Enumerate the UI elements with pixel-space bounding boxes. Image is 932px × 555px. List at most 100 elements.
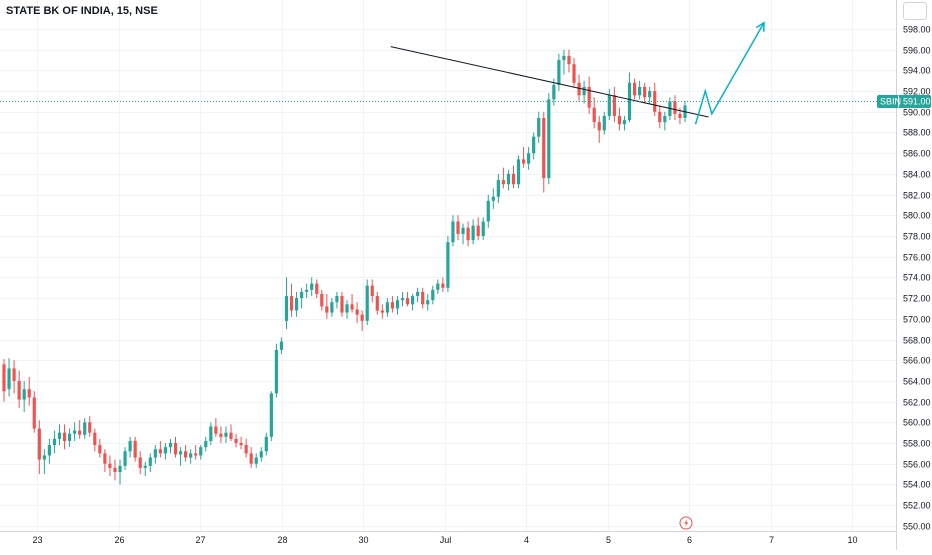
candle	[370, 279, 374, 303]
y-tick-label: 560.00	[903, 418, 931, 428]
y-tick-label: 590.00	[903, 108, 931, 118]
candle	[47, 438, 51, 464]
candle	[173, 436, 178, 458]
candle	[199, 445, 203, 460]
candle	[249, 447, 253, 468]
candle	[12, 360, 16, 394]
candle	[456, 215, 460, 241]
y-tick-label: 558.00	[903, 439, 931, 449]
x-tick-label: 5	[606, 535, 611, 545]
candle	[269, 391, 273, 441]
candle	[395, 296, 400, 315]
y-tick-label: 554.00	[903, 480, 931, 490]
candle	[612, 86, 616, 123]
candle	[204, 436, 208, 452]
y-tick-label: 596.00	[903, 46, 931, 56]
y-tick-label: 576.00	[903, 253, 931, 263]
candle	[481, 217, 485, 241]
candle	[113, 459, 117, 481]
current-price-label: 591.00	[903, 97, 931, 107]
y-tick-label: 572.00	[903, 294, 931, 304]
candle	[451, 215, 455, 247]
candle	[375, 291, 379, 315]
candle	[643, 82, 647, 104]
candle	[163, 443, 168, 460]
candle	[209, 422, 213, 446]
candle	[194, 445, 198, 460]
candle	[88, 416, 92, 437]
current-price-badge	[877, 95, 931, 108]
candle	[582, 80, 586, 104]
candle	[411, 293, 415, 311]
candle	[673, 95, 677, 121]
candle	[315, 279, 319, 299]
candle	[32, 391, 36, 433]
candle	[426, 293, 430, 311]
y-tick-label: 568.00	[903, 336, 931, 346]
candle	[300, 287, 304, 309]
candle	[42, 449, 46, 475]
lightning-bolt-icon[interactable]	[679, 516, 693, 530]
candle	[506, 169, 511, 191]
x-tick-label: 30	[358, 535, 368, 545]
candle	[244, 438, 248, 458]
candle	[446, 236, 450, 292]
trendline[interactable]	[390, 46, 709, 118]
candle	[572, 57, 576, 87]
candle	[108, 455, 112, 477]
candle	[153, 445, 157, 464]
candle	[158, 440, 162, 458]
candle	[219, 426, 223, 444]
candle	[224, 426, 228, 444]
y-tick-label: 556.00	[903, 460, 931, 470]
candle	[547, 93, 551, 185]
y-tick-label: 582.00	[903, 191, 931, 201]
candle	[431, 285, 435, 305]
x-tick-label: 27	[195, 535, 205, 545]
candle	[143, 461, 147, 477]
y-tick-label: 586.00	[903, 149, 931, 159]
candle	[67, 428, 72, 448]
candle	[320, 289, 324, 311]
candle	[98, 438, 102, 458]
projection-arrow[interactable]	[694, 22, 765, 125]
candle	[234, 433, 238, 448]
candle	[330, 298, 334, 317]
candle	[340, 291, 344, 317]
candle	[37, 420, 41, 475]
candle	[27, 376, 31, 406]
candle	[400, 291, 405, 307]
candle	[123, 447, 127, 470]
candle	[365, 279, 369, 326]
candle	[284, 277, 289, 330]
candle	[511, 165, 516, 189]
candle	[279, 337, 284, 354]
candle	[168, 438, 173, 454]
y-tick-label: 588.00	[903, 128, 931, 138]
y-tick-label: 570.00	[903, 315, 931, 325]
candle	[516, 155, 521, 189]
x-tick-label: 6	[687, 535, 692, 545]
candle	[421, 287, 425, 309]
candle	[128, 436, 132, 458]
candle	[138, 451, 142, 475]
y-tick-label: 566.00	[903, 356, 931, 366]
candle	[148, 453, 152, 472]
candle	[486, 194, 490, 228]
y-tick-label: 578.00	[903, 232, 931, 242]
settings-box-icon[interactable]	[903, 2, 927, 20]
candle	[325, 293, 329, 319]
x-tick-label: Jul	[440, 535, 452, 545]
candle	[587, 76, 591, 114]
candle	[607, 89, 611, 121]
y-tick-label: 592.00	[903, 87, 931, 97]
candle	[289, 283, 294, 317]
candle	[78, 420, 82, 439]
y-tick-label: 562.00	[903, 398, 931, 408]
price-label: SBIN 591.00	[877, 95, 931, 108]
candle	[597, 115, 601, 143]
candle	[62, 424, 67, 450]
candle	[189, 449, 193, 464]
